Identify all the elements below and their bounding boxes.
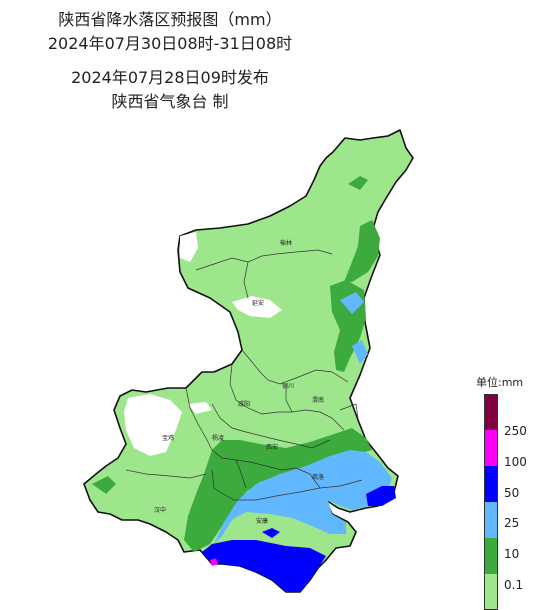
legend-swatch-50: [485, 466, 497, 502]
city-label-yulin: 榆林: [280, 239, 292, 247]
city-boundaries: [125, 249, 363, 501]
no-rain-area-west: [124, 394, 182, 456]
city-label-hanzhong: 汉中: [154, 506, 166, 514]
title-issued: 2024年07月28日09时发布: [71, 68, 269, 87]
legend-label-10: 10: [504, 547, 520, 561]
legend-swatch-100: [485, 430, 497, 466]
legend-label-50: 50: [504, 486, 520, 500]
rain-50-ankang-dot: [262, 528, 280, 538]
rain-25-southeast: [214, 450, 392, 544]
map-title: 陕西省降水落区预报图（mm） 2024年07月30日08时-31日08时 202…: [0, 8, 340, 114]
rain-10-east-north: [348, 176, 368, 190]
legend-swatch-0.1: [485, 574, 497, 609]
legend-label-25: 25: [504, 516, 520, 530]
legend-unit: 单位:mm: [476, 376, 524, 389]
rain-50-south: [202, 540, 326, 592]
legend-swatch-25: [485, 502, 497, 538]
legend-label-0.1: 0.1: [504, 578, 524, 592]
rain-25-east-mid: [352, 340, 368, 364]
city-label-shangluo: 商洛: [312, 473, 324, 481]
rain-10-east-upper: [344, 220, 380, 282]
province-shape: [83, 129, 414, 593]
rain-25-east-upper: [340, 292, 364, 314]
no-rain-area-north: [180, 232, 198, 262]
legend-swatch-250: [485, 395, 497, 430]
city-label-yanan: 延安: [252, 299, 264, 307]
rain-100-spot: [210, 558, 218, 566]
no-rain-area-west-small: [188, 402, 212, 414]
rain-50-east: [366, 486, 396, 506]
city-label-tongchuan: 铜川: [282, 382, 294, 390]
title-period: 2024年07月30日08时-31日08时: [47, 34, 293, 53]
city-label-baoji: 宝鸡: [162, 434, 174, 442]
title-issuer: 陕西省气象台 制: [111, 92, 229, 111]
city-label-xianyang: 咸阳: [238, 400, 250, 408]
city-label-yangling: 杨凌: [212, 434, 224, 442]
legend-swatch-10: [485, 538, 497, 574]
no-rain-area-yanan: [232, 296, 282, 318]
city-label-ankang: 安康: [256, 517, 268, 525]
legend-label-100: 100: [504, 455, 527, 469]
city-label-xian: 西安: [266, 443, 278, 451]
legend-bar: [484, 394, 498, 610]
legend: 单位:mm 250 100 50 25 10 0.1: [474, 374, 537, 610]
legend-label-250: 250: [504, 424, 527, 438]
rain-10-southwest: [92, 476, 116, 494]
title-main: 陕西省降水落区预报图（mm）: [58, 10, 282, 29]
city-label-weinan: 渭南: [312, 396, 324, 404]
